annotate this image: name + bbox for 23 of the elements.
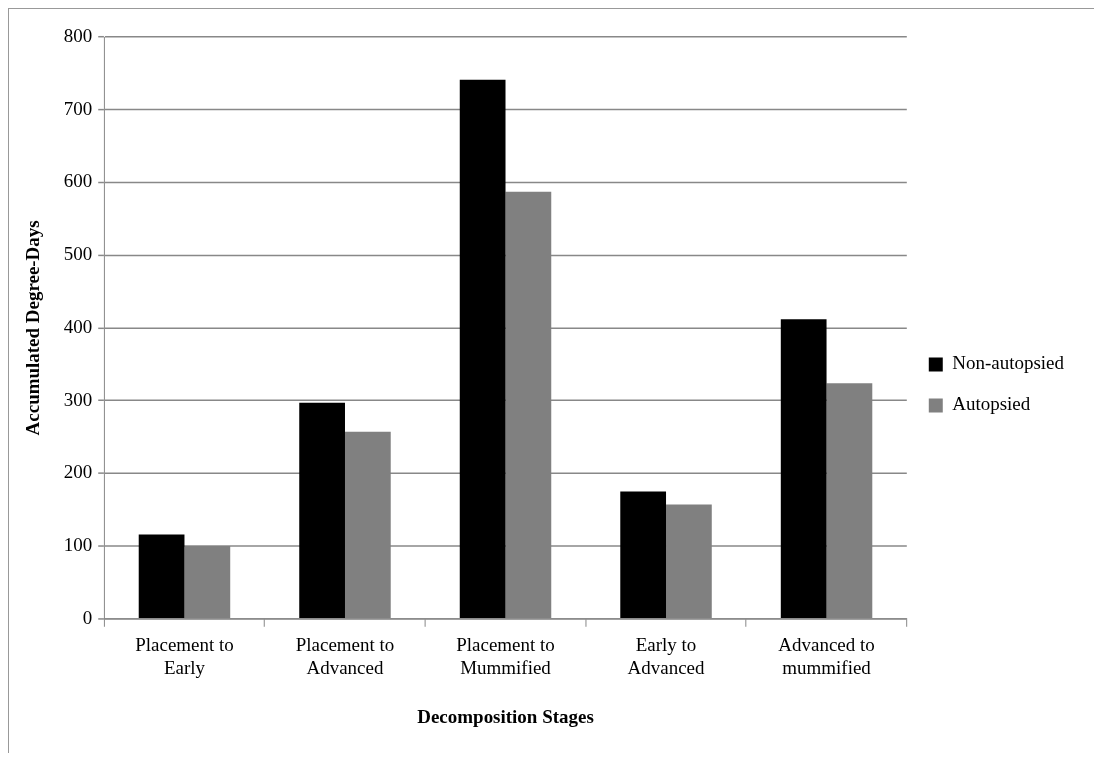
y-tick-label: 200 — [63, 461, 93, 483]
y-tick-label: 100 — [63, 534, 93, 556]
x-tick-label: Placement to Advanced — [295, 634, 395, 678]
bar — [780, 319, 827, 619]
y-tick-label: 300 — [63, 388, 93, 410]
x-axis-title: Decomposition Stages — [417, 705, 594, 727]
legend-label: Non-autopsied — [952, 352, 1065, 374]
x-tick-label: Placement to Mummified — [456, 634, 555, 678]
bar — [299, 402, 345, 619]
bar — [138, 534, 185, 619]
y-tick-label: 600 — [63, 170, 93, 192]
y-tick-label: 700 — [63, 97, 93, 119]
bar — [620, 491, 667, 619]
x-tick-label: Early to Advanced — [627, 634, 705, 678]
legend-label: Autopsied — [952, 393, 1031, 415]
x-tick-label: Placement to Early — [135, 634, 234, 678]
y-tick-label: 500 — [63, 243, 93, 265]
y-tick-label: 400 — [63, 315, 93, 337]
bar — [459, 79, 506, 619]
y-axis-title: Accumulated Degree-Days — [22, 220, 44, 436]
y-tick-label: 0 — [82, 606, 93, 628]
x-tick-label: Advanced to mummified — [778, 634, 875, 678]
y-tick-label: 800 — [63, 24, 93, 46]
